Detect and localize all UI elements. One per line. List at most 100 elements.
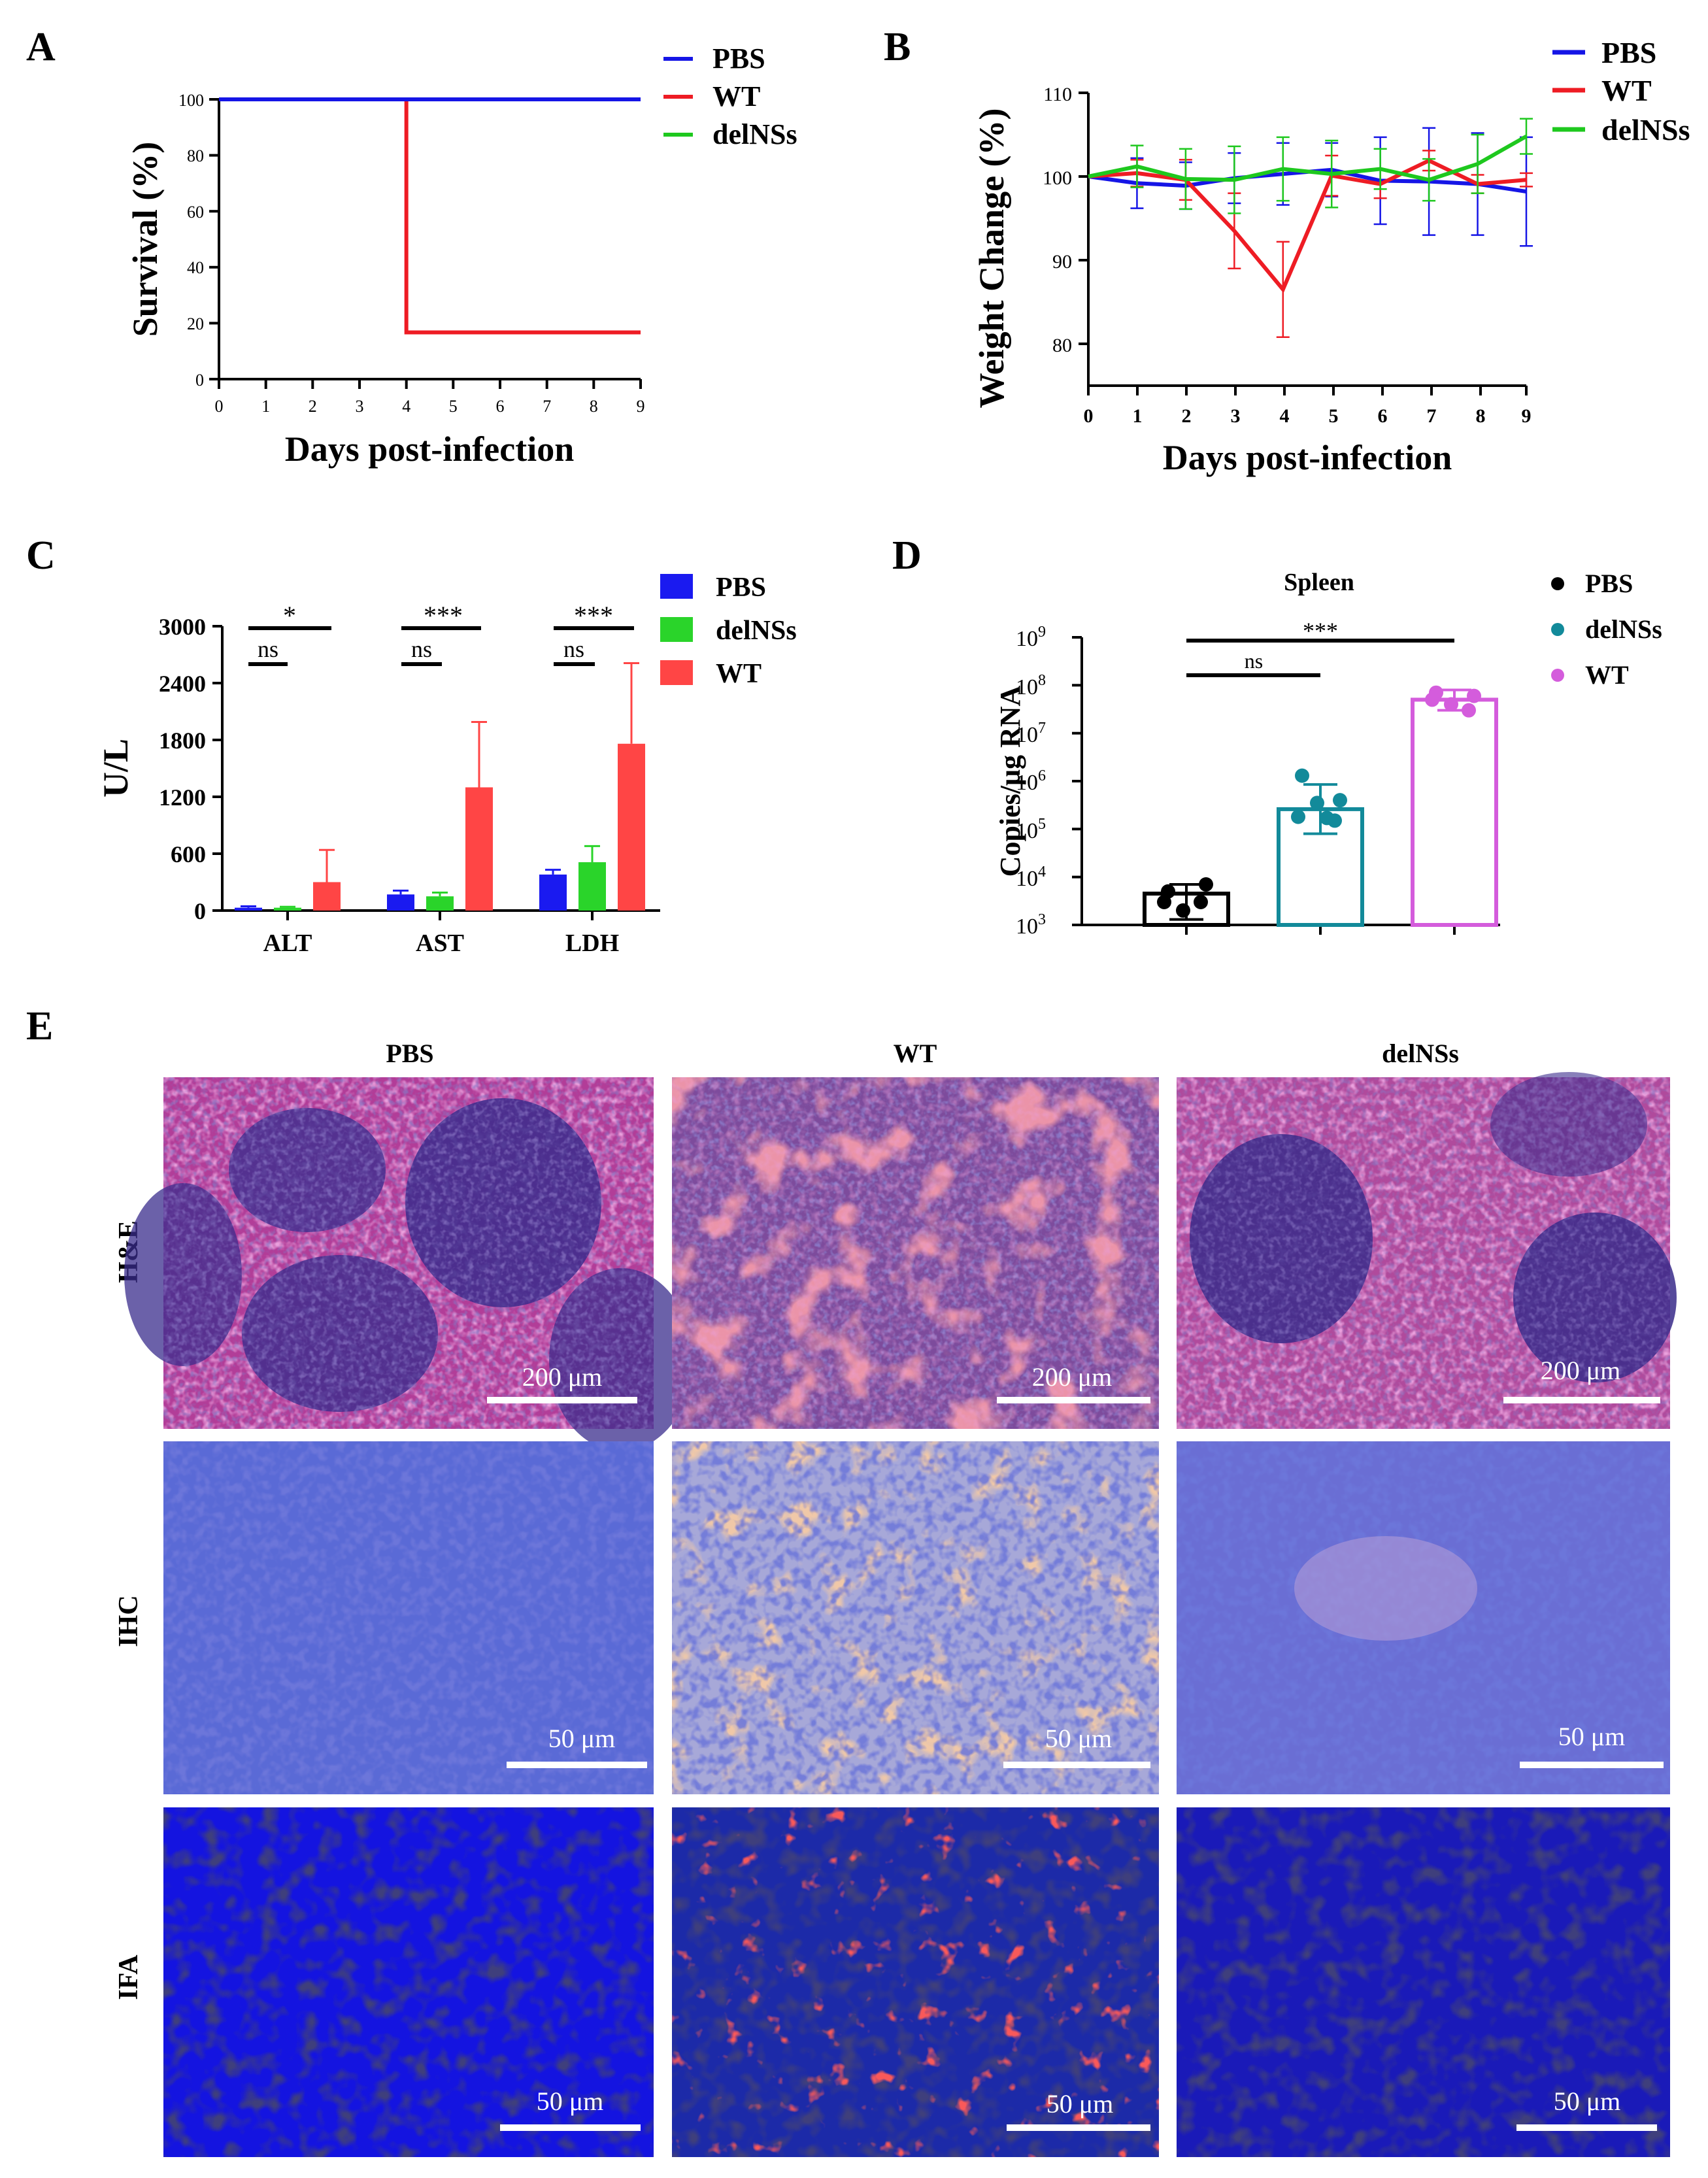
panel-b-xtick-5: 5 [1329,386,1339,427]
legend-label: PBS [1601,36,1656,69]
panel-a-xtick-label: 8 [590,397,598,416]
bar-alt-wt [313,848,341,911]
panel-a-ytick-80: 80 [187,146,219,165]
panel-a-xtick-label: 7 [543,397,551,416]
panel-a-ytick-20: 20 [187,314,219,333]
panel-c-ytick-2400: 2400 [159,671,222,697]
panel-b-ytick-110: 110 [1043,84,1088,105]
panel-a-xtick-9: 9 [637,379,645,416]
bar-alt-pbs [235,905,262,911]
panel-b-ylabel: Weight Change (%) [972,109,1011,409]
panel-c-ytick-1200: 1200 [159,784,222,811]
row-label-ihc: IHC [114,1595,144,1647]
micrograph-ihc-pbs: 50 μm [163,1441,654,1794]
legend-item-wt: WT [1551,660,1629,690]
panel-d-ytick-1e8: 108 [1016,672,1082,699]
panel-b-xtick-1: 1 [1133,386,1143,427]
panel-a-ytick-label: 40 [187,258,204,277]
panel-b-ytick-label: 100 [1043,167,1072,189]
scalebar: 50 μm [1516,2086,1657,2131]
panel-c-significance: * ns *** ns *** ns [248,601,634,666]
panel-b-xtick-label: 3 [1231,405,1241,427]
category-label: ALT [263,930,312,957]
panel-b-chart: 80 90 100 110 0 1 2 3 4 5 6 7 8 9 Days p… [972,36,1690,477]
panel-b-xtick-3: 3 [1231,386,1241,427]
panel-b-xtick-9: 9 [1522,386,1532,427]
panel-b-xtick-label: 1 [1133,405,1143,427]
panel-b-xtick-label: 4 [1280,405,1290,427]
panel-label-c: C [26,533,56,578]
micrograph-ihc-wt: 50 μm [672,1441,1159,1794]
panel-d-ytick-label: 106 [1016,767,1046,795]
panel-a-ytick-label: 100 [178,91,204,110]
sig-bracket-ast-wt: *** [401,601,481,630]
panel-b-xtick-label: 7 [1427,405,1437,427]
panel-a-ytick-label: 0 [195,371,204,390]
scalebar: 50 μm [1003,1724,1150,1768]
panel-d-significance: *** ns [1186,618,1454,677]
panel-b-xtick-label: 2 [1182,405,1192,427]
panel-c-ytick-label: 3000 [159,614,206,640]
bar-alt-delnss [274,905,301,911]
column-label-wt: WT [894,1039,937,1068]
panel-b-xtick-2: 2 [1182,386,1192,427]
panel-b-xtick-4: 4 [1280,386,1290,427]
panel-a-xtick-3: 3 [356,379,364,416]
column-label-delnss: delNSs [1382,1039,1459,1068]
category-label: LDH [565,930,619,957]
legend-label: WT [1585,660,1629,690]
legend-item-delnss: delNSs [1552,113,1690,146]
legend-label: delNSs [1585,614,1662,644]
panel-c-bars [235,662,645,911]
panel-b-ytick-label: 90 [1052,251,1072,273]
panel-d-bars [1143,685,1498,928]
panel-c-ytick-label: 1800 [159,728,206,754]
scalebar: 50 μm [1520,1722,1664,1768]
legend-item-delnss: delNSs [1551,614,1662,644]
panel-a-xtick-label: 4 [402,397,410,416]
panel-a-xtick-label: 1 [261,397,270,416]
bar-pbs [1143,877,1230,928]
panel-b-xtick-8: 8 [1476,386,1486,427]
sig-bracket-alt-delnss: ns [248,636,288,666]
bar-ast-delnss [426,891,454,911]
scalebar-label: 50 μm [548,1724,616,1753]
legend-label: delNSs [716,616,797,646]
panel-b-series [1088,118,1533,339]
data-point [1467,688,1481,703]
panel-a-xtick-label: 3 [356,397,364,416]
panel-a-chart: 0 20 40 60 80 100 0 1 2 3 4 5 6 7 8 9 Da… [126,42,797,469]
sig-label: *** [1303,618,1338,644]
panel-a-xtick-1: 1 [261,379,270,416]
sig-label: ns [563,636,584,662]
panel-c-category-alt: ALT [263,911,312,957]
panel-b-xtick-label: 8 [1476,405,1486,427]
sig-bracket-pbs-wt: *** [1186,618,1454,644]
panel-a-ytick-label: 60 [187,203,204,222]
legend-item-wt: WT [663,80,760,112]
panel-c-ytick-600: 600 [171,841,222,867]
data-point [1320,811,1334,826]
panel-b-xtick-7: 7 [1427,386,1437,427]
category-label: AST [416,930,464,957]
scalebar-label: 50 μm [1558,1722,1626,1751]
panel-d-ytick-1e9: 109 [1016,624,1082,651]
sig-bracket-ldh-wt: *** [554,601,634,630]
panel-d-chart: Spleen 103 104 105 106 107 108 109 Copie… [994,569,1662,939]
panel-d-ytick-label: 104 [1016,863,1046,891]
panel-d-ytick-label: 108 [1016,672,1046,699]
panel-b-xtick-label: 6 [1378,405,1388,427]
legend-label: PBS [716,573,766,603]
panel-b-legend: PBS WT delNSs [1552,36,1690,146]
micrograph-he-delnss: 200 μm [1177,1072,1677,1429]
panel-a-xtick-label: 2 [309,397,317,416]
sig-label: *** [574,601,613,630]
panel-a-xtick-2: 2 [309,379,317,416]
legend-label: WT [1601,74,1652,107]
panel-d-title: Spleen [1284,569,1354,596]
panel-a-xticks: 0 1 2 3 4 5 6 7 8 9 [215,379,645,416]
panel-a-xtick-6: 6 [496,379,505,416]
bar-ldh-delnss [578,845,606,911]
legend-item-pbs: PBS [660,573,766,603]
